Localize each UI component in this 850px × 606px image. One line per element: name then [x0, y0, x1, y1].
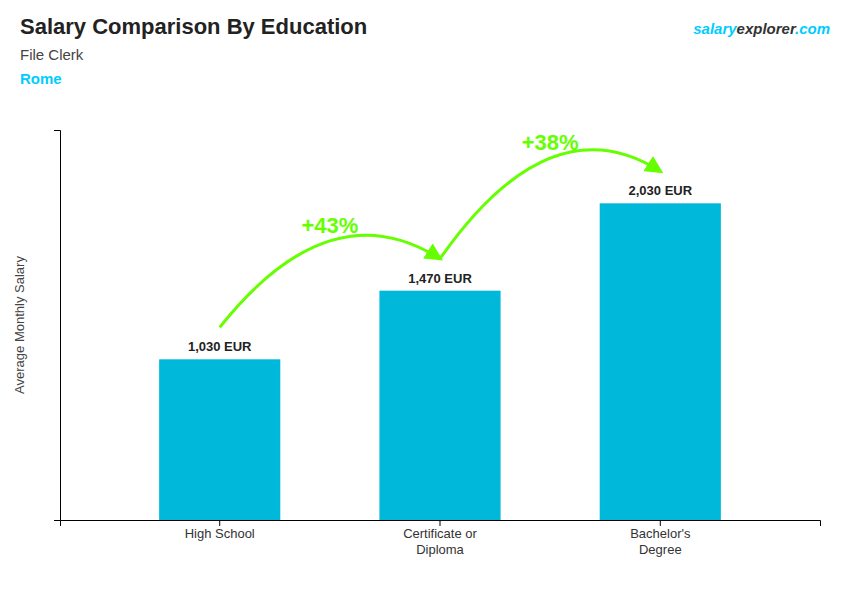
change-label: +38%: [522, 130, 579, 155]
bars: [159, 203, 721, 520]
annotation: Rome: [20, 70, 62, 87]
x-axis-line: [61, 521, 821, 527]
chart-svg: High School Certificate orDiploma Bachelor…: [0, 0, 850, 606]
x-tick: Bachelor'sDegree: [630, 520, 691, 557]
chart-container: High School Certificate orDiploma Bachelor…: [0, 0, 850, 606]
change-arrow: [440, 150, 660, 259]
x-tick-mark: [219, 520, 220, 526]
x-tick-mark: [440, 520, 441, 526]
title: Salary Comparison By Education: [20, 14, 367, 39]
change-arrow: [220, 235, 440, 327]
bar: [379, 291, 500, 520]
data-label: 1,470 EUR: [408, 271, 472, 286]
x-tick: High School: [185, 520, 255, 541]
data-label: 1,030 EUR: [188, 339, 252, 354]
source-part: .com: [795, 20, 830, 37]
x-axis: High School Certificate orDiploma Bachelor…: [61, 520, 821, 557]
data-label: 2,030 EUR: [628, 183, 692, 198]
y-axis-title: Average Monthly Salary: [12, 256, 27, 394]
x-tick-label: Certificate orDiploma: [403, 526, 477, 557]
bar: [159, 359, 280, 520]
change-arrows: +43% +38%: [220, 130, 661, 327]
bar: [600, 203, 721, 520]
x-tick-label: High School: [185, 526, 255, 541]
y-axis-line: [54, 131, 61, 521]
source: salaryexplorer.com: [693, 20, 830, 37]
source-part: salary: [693, 20, 737, 37]
x-tick-label: Bachelor'sDegree: [630, 526, 691, 557]
subtitle: File Clerk: [20, 46, 84, 63]
y-axis: [54, 131, 61, 521]
x-tick: Certificate orDiploma: [403, 520, 477, 557]
x-tick-mark: [660, 520, 661, 526]
change-label: +43%: [301, 213, 358, 238]
source-part: explorer: [737, 20, 797, 37]
